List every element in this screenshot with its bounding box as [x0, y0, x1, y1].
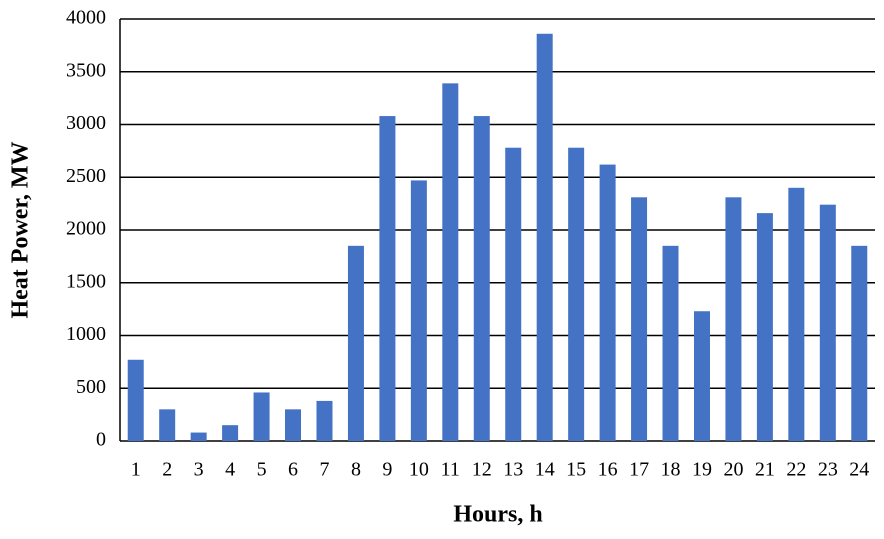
- bar: [222, 425, 239, 441]
- bar: [662, 245, 679, 441]
- x-axis-title: Hours, h: [453, 502, 542, 528]
- x-tick-label: 22: [786, 459, 806, 481]
- bar: [190, 432, 207, 441]
- y-tick-label: 4000: [66, 7, 106, 29]
- y-tick-label: 1500: [66, 270, 106, 292]
- x-tick-label: 8: [351, 459, 361, 481]
- bar: [410, 180, 427, 442]
- x-tick-label: 12: [472, 459, 492, 481]
- x-tick-label: 15: [566, 459, 586, 481]
- y-tick-label: 3500: [66, 59, 106, 81]
- bar: [851, 245, 868, 441]
- bar: [505, 147, 522, 441]
- x-tick-label: 10: [409, 459, 429, 481]
- x-tick-label: 2: [162, 459, 172, 481]
- bar: [159, 409, 176, 441]
- x-tick-label: 6: [288, 459, 298, 481]
- x-tick-label: 20: [723, 459, 743, 481]
- bar: [568, 147, 585, 441]
- y-tick-label: 2000: [66, 218, 106, 240]
- bar: [756, 213, 773, 441]
- bar: [536, 33, 553, 442]
- bar: [127, 359, 144, 441]
- y-tick-label: 500: [76, 376, 106, 398]
- x-tick-label: 14: [535, 459, 555, 481]
- x-tick-label: 5: [257, 459, 267, 481]
- y-axis-title: Heat Power, MW: [8, 141, 34, 318]
- bar: [693, 311, 710, 441]
- x-tick-label: 19: [692, 459, 712, 481]
- bar: [788, 187, 805, 441]
- y-tick-label: 2500: [66, 165, 106, 187]
- bar: [316, 400, 333, 441]
- x-tick-label: 9: [382, 459, 392, 481]
- bar: [599, 164, 616, 441]
- bar: [253, 392, 270, 441]
- x-tick-label: 13: [503, 459, 523, 481]
- x-tick-label: 23: [818, 459, 838, 481]
- y-tick-label: 1000: [66, 323, 106, 345]
- x-tick-label: 3: [194, 459, 204, 481]
- bar: [819, 204, 836, 441]
- bar: [285, 409, 302, 441]
- bar: [347, 245, 364, 441]
- bar: [442, 83, 459, 441]
- bar: [631, 197, 648, 441]
- x-tick-label: 17: [629, 459, 649, 481]
- x-tick-label: 24: [849, 459, 869, 481]
- x-tick-label: 4: [225, 459, 235, 481]
- bar: [725, 197, 742, 441]
- y-tick-label: 0: [96, 429, 106, 451]
- x-tick-label: 18: [661, 459, 681, 481]
- y-tick-label: 3000: [66, 112, 106, 134]
- x-tick-label: 1: [131, 459, 141, 481]
- bar: [379, 116, 396, 441]
- x-tick-label: 11: [441, 459, 460, 481]
- x-tick-label: 21: [755, 459, 775, 481]
- x-tick-label: 16: [598, 459, 618, 481]
- x-tick-label: 7: [319, 459, 329, 481]
- bar: [473, 116, 490, 441]
